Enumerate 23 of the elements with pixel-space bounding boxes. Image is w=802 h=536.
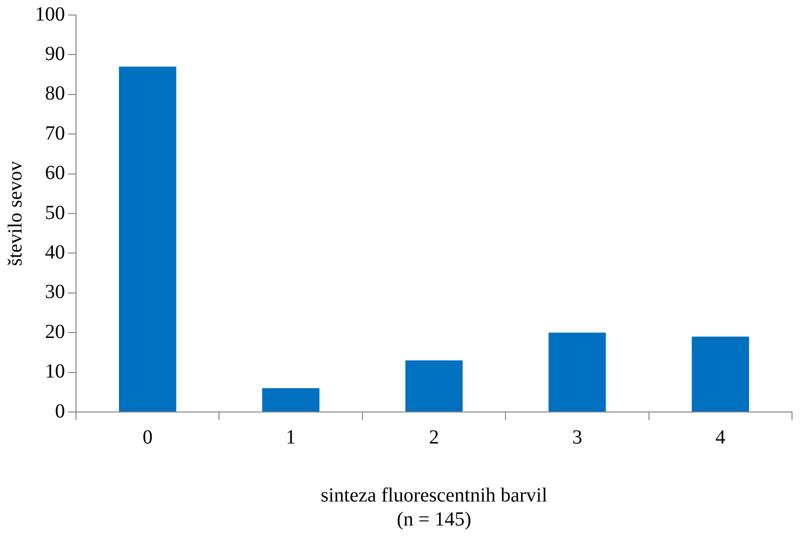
y-tick-label: 30 (45, 281, 65, 304)
x-axis-title: sinteza fluorescentnih barvil (n = 145) (320, 484, 548, 530)
bar (548, 332, 606, 412)
bar (405, 360, 463, 412)
x-tick-label: 1 (286, 426, 296, 448)
y-tick-label: 70 (45, 122, 65, 144)
y-tick-label: 10 (45, 360, 65, 383)
bar (262, 388, 320, 412)
y-tick-label: 80 (45, 82, 65, 105)
y-tick-label: 0 (55, 400, 65, 422)
y-tick-label: 50 (45, 202, 65, 224)
y-tick-label: 60 (45, 162, 65, 184)
x-tick-label: 4 (715, 426, 726, 448)
x-tick-label: 3 (572, 426, 582, 448)
x-tick-label: 0 (142, 426, 153, 448)
y-tick-label: 100 (35, 3, 65, 26)
y-tick-label: 20 (45, 320, 65, 343)
bar (692, 336, 750, 412)
x-tick-label: 2 (429, 426, 439, 448)
y-axis-title: število sevov (4, 161, 26, 266)
y-tick-label: 40 (45, 241, 65, 264)
bar (118, 66, 176, 412)
y-tick-label: 90 (45, 42, 65, 65)
